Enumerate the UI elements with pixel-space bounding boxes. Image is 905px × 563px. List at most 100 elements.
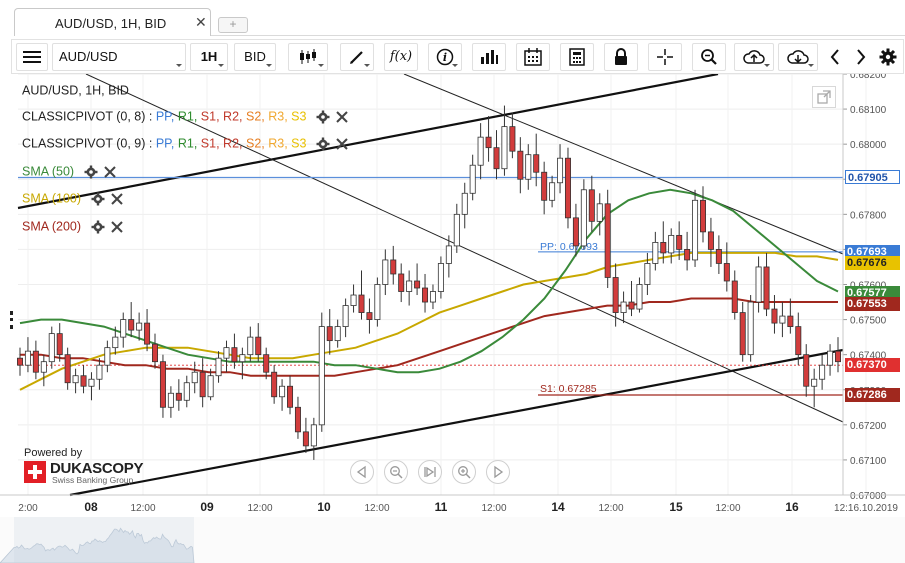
candle xyxy=(152,333,159,369)
chart-tab[interactable]: AUD/USD, 1H, BID ✕ xyxy=(14,8,211,36)
tab-title: AUD/USD, 1H, BID xyxy=(55,16,167,31)
candle-body xyxy=(326,326,333,342)
candle-body xyxy=(652,241,659,264)
lock-button[interactable] xyxy=(604,43,638,71)
candle xyxy=(310,417,317,460)
candle-body xyxy=(128,319,135,331)
close-icon[interactable] xyxy=(110,193,123,205)
candle xyxy=(279,379,286,411)
close-icon[interactable]: ✕ xyxy=(195,14,207,30)
add-tab-button[interactable]: + xyxy=(218,17,248,33)
candle xyxy=(628,280,635,317)
legend-pivot-2[interactable]: CLASSICPIVOT (0, 9) : PP, R1, S1, R2, S2… xyxy=(22,136,354,151)
candle-body xyxy=(302,431,309,447)
y-tick-label: 0.68000 xyxy=(850,140,887,151)
candle xyxy=(835,337,842,373)
instrument-selector[interactable]: AUD/USD xyxy=(52,43,186,71)
candle-body xyxy=(183,382,190,401)
candle-body xyxy=(541,171,548,201)
close-icon[interactable] xyxy=(110,221,123,233)
menu-button[interactable] xyxy=(16,43,48,71)
candle xyxy=(596,193,603,236)
pivot-level-pp: PP, xyxy=(155,137,178,152)
gear-icon[interactable] xyxy=(91,220,105,234)
candle xyxy=(715,235,722,274)
candle-body xyxy=(390,259,397,275)
candle-body xyxy=(811,378,818,387)
info-icon: i xyxy=(436,48,454,66)
nav-prev-button[interactable] xyxy=(350,460,374,484)
candle xyxy=(223,340,230,373)
calculator-button[interactable] xyxy=(560,43,594,71)
overview-navigator[interactable] xyxy=(0,517,905,563)
x-tick-label: 12:16.10.2019 xyxy=(834,503,898,514)
candle xyxy=(88,372,95,401)
gear-icon[interactable] xyxy=(316,137,330,151)
candle xyxy=(144,309,151,352)
drag-handle[interactable] xyxy=(10,311,13,329)
chart-type-button[interactable] xyxy=(288,43,328,71)
side-selector[interactable]: BID xyxy=(234,43,276,71)
y-tick-label: 0.67100 xyxy=(850,456,887,467)
close-icon[interactable] xyxy=(336,111,348,123)
candle xyxy=(175,379,182,411)
gear-icon[interactable] xyxy=(84,165,98,179)
y-tick-label: 0.67400 xyxy=(850,351,887,362)
gear-icon[interactable] xyxy=(316,110,330,124)
zoom-button[interactable] xyxy=(692,43,726,71)
price-label: 0.67286 xyxy=(845,387,900,402)
candle xyxy=(493,130,500,180)
scroll-left-button[interactable] xyxy=(822,43,848,71)
trend-lines[interactable] xyxy=(17,74,844,497)
crosshair-button[interactable] xyxy=(648,43,682,71)
legend-sma-200[interactable]: SMA (200) xyxy=(22,219,129,234)
dukascopy-logo: DUKASCOPY Swiss Banking Group xyxy=(24,460,154,485)
scroll-right-button[interactable] xyxy=(848,43,874,71)
gear-icon[interactable] xyxy=(91,192,105,206)
candle xyxy=(318,312,325,432)
candle xyxy=(676,221,683,260)
candle-body xyxy=(358,294,365,313)
legend-pivot-1[interactable]: CLASSICPIVOT (0, 8) : PP, R1, S1, R2, S2… xyxy=(22,109,354,124)
close-icon[interactable] xyxy=(103,166,116,178)
candle-body xyxy=(469,164,476,194)
candle-body xyxy=(64,354,71,384)
zoom-in-button[interactable] xyxy=(452,460,476,484)
info-button[interactable]: i xyxy=(428,43,462,71)
download-button[interactable] xyxy=(778,43,818,71)
candle xyxy=(120,312,127,348)
pivot-pp-annotation: PP: 0.67693 xyxy=(540,241,598,253)
close-icon[interactable] xyxy=(336,138,348,150)
sma-100-label: SMA (100) xyxy=(22,191,82,206)
reset-view-button[interactable] xyxy=(418,460,442,484)
pivot-level-s1: S1, xyxy=(200,137,224,152)
candle-body xyxy=(16,357,23,366)
candle xyxy=(64,347,71,390)
x-tick-label: 15 xyxy=(669,500,683,514)
candle xyxy=(819,354,826,390)
legend-sma-50[interactable]: SMA (50) xyxy=(22,164,122,179)
x-tick-label: 12:00 xyxy=(598,503,623,514)
upload-button[interactable] xyxy=(734,43,774,71)
legend-sma-100[interactable]: SMA (100) xyxy=(22,191,129,206)
price-chart[interactable]: PP: 0.67693 S1: 0.67285 0.68200 0.68100 0.6… xyxy=(0,74,905,563)
candle-body xyxy=(191,371,198,384)
candle-body xyxy=(40,361,47,373)
volume-button[interactable] xyxy=(472,43,506,71)
expand-button[interactable] xyxy=(812,86,836,108)
x-tick-label: 10 xyxy=(317,500,331,514)
candle xyxy=(453,203,460,253)
period-selector[interactable]: 1H xyxy=(190,43,228,71)
candle xyxy=(763,252,770,317)
candle xyxy=(104,340,111,373)
nav-next-button[interactable] xyxy=(486,460,510,484)
draw-button[interactable] xyxy=(340,43,374,71)
candle xyxy=(525,144,532,190)
indicators-button[interactable]: f(x) xyxy=(384,43,418,71)
settings-button[interactable] xyxy=(874,43,902,71)
calendar-button[interactable] xyxy=(516,43,550,71)
candle-body xyxy=(231,347,238,363)
candle-body xyxy=(56,333,63,356)
zoom-out-button[interactable] xyxy=(384,460,408,484)
candle-body xyxy=(715,249,722,264)
